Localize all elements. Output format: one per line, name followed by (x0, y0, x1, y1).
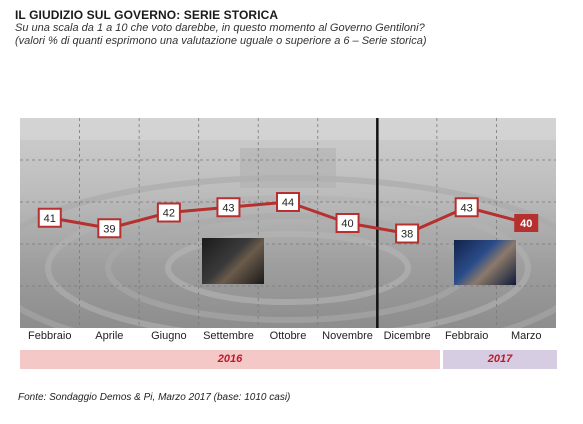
x-axis-labels: Febbraio Aprile Giugno Settembre Ottobre Nove… (20, 330, 556, 344)
year-band-2016: 2016 (20, 350, 440, 369)
chart-subtitle-note: (valori % di quanti esprimono una valuta… (15, 35, 427, 47)
chart-title: IL GIUDIZIO SUL GOVERNO: SERIE STORICA (15, 8, 279, 22)
x-tick-label: Dicembre (383, 330, 431, 342)
data-label: 41 (44, 213, 56, 225)
data-point-marker (156, 202, 181, 223)
line-chart: 41 39 42 43 44 40 38 43 40 (20, 118, 556, 328)
data-label: 40 (341, 218, 353, 230)
data-point-marker (216, 197, 241, 218)
x-tick-label: Novembre (322, 330, 373, 342)
data-point-marker (276, 192, 300, 212)
x-tick-label: Aprile (95, 330, 124, 342)
data-label: 40 (520, 218, 532, 230)
x-tick-label: Marzo (510, 330, 542, 342)
data-label: 42 (163, 208, 175, 220)
data-label: 38 (401, 229, 413, 241)
x-tick-label: Febbraio (28, 330, 72, 342)
data-label: 43 (461, 202, 473, 214)
data-point-marker (454, 197, 479, 218)
data-label: 39 (103, 223, 115, 235)
x-tick-label: Ottobre (269, 330, 307, 342)
data-point-marker (37, 207, 62, 228)
year-band-2017: 2017 (443, 350, 557, 369)
plot-area: 41 39 42 43 44 40 38 43 40 (20, 118, 556, 328)
x-tick-label: Giugno (151, 330, 187, 342)
photo-gentiloni (454, 240, 516, 285)
data-point-marker (514, 214, 539, 232)
data-label: 43 (222, 202, 234, 214)
data-point-marker (395, 223, 420, 244)
chart-subtitle-question: Su una scala da 1 a 10 che voto darebbe,… (15, 22, 425, 34)
data-point-marker (97, 218, 122, 239)
x-tick-label: Febbraio (444, 330, 489, 342)
data-label: 44 (282, 197, 294, 209)
data-point-marker (335, 213, 360, 233)
photo-renzi (202, 238, 264, 284)
x-tick-label: Settembre (203, 330, 254, 342)
source-note: Fonte: Sondaggio Demos & Pi, Marzo 2017 … (18, 392, 291, 403)
chart-header: IL GIUDIZIO SUL GOVERNO: SERIE STORICA S… (15, 8, 575, 48)
